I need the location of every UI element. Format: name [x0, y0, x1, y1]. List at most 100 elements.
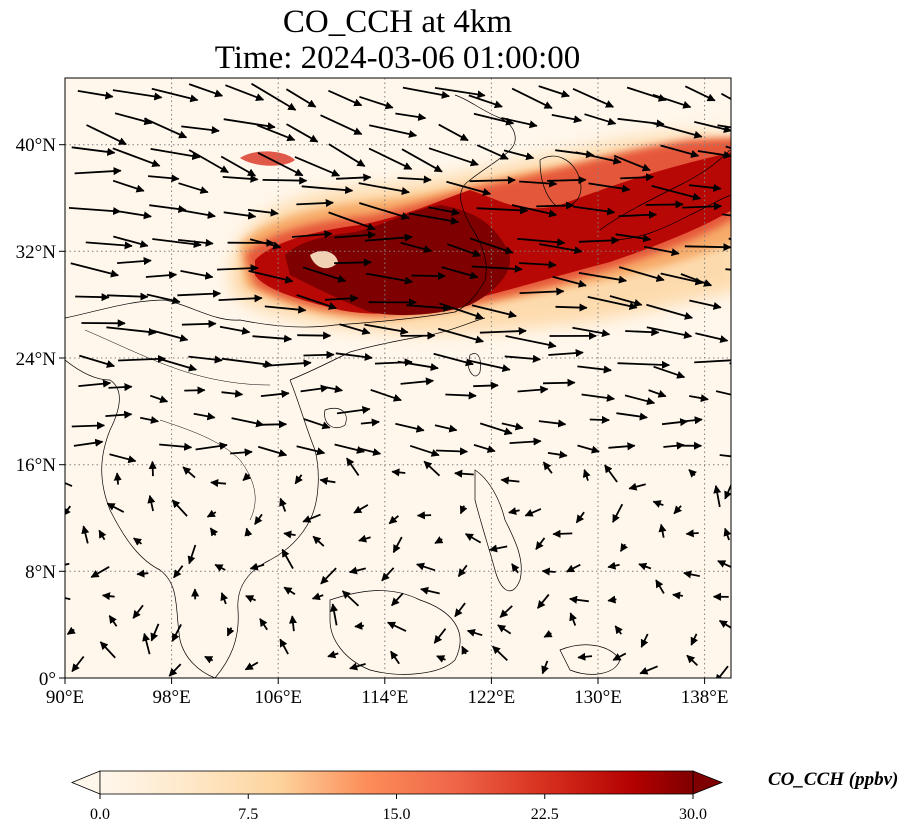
wind-arrow — [518, 260, 557, 269]
wind-arrow — [136, 569, 149, 578]
wind-arrow — [615, 233, 652, 243]
wind-arrow — [660, 272, 704, 286]
wind-arrow — [143, 117, 188, 139]
wind-arrow — [729, 362, 731, 365]
wind-arrow — [577, 444, 600, 454]
wind-arrow — [70, 262, 119, 278]
wind-arrow — [613, 154, 651, 172]
wind-arrow — [296, 294, 337, 310]
wind-arrow — [416, 562, 436, 572]
wind-arrow — [335, 352, 373, 361]
colorbar-min-extend — [70, 770, 101, 795]
wind-arrow — [218, 294, 263, 303]
wind-arrow — [353, 504, 369, 514]
wind-arrow — [538, 419, 567, 428]
wind-arrow — [359, 202, 410, 220]
wind-arrow — [497, 624, 512, 635]
wind-arrow — [248, 270, 294, 284]
wind-arrow — [348, 566, 367, 575]
wind-arrow — [180, 270, 214, 280]
wind-arrow — [254, 513, 263, 525]
wind-arrow — [181, 125, 220, 135]
wind-arrow — [694, 359, 731, 364]
lon-tick-label: 98°E — [152, 687, 190, 708]
wind-arrow — [409, 444, 440, 457]
wind-arrow — [466, 628, 483, 637]
wind-arrow — [159, 442, 193, 451]
wind-arrow — [652, 93, 692, 109]
wind-arrow — [210, 478, 227, 488]
wind-arrow — [178, 238, 214, 247]
wind-arrow — [581, 393, 616, 402]
wind-arrow — [74, 167, 122, 176]
wind-arrow — [684, 85, 716, 102]
wind-arrow — [511, 204, 558, 218]
colorbar-tick-label: 15.0 — [383, 806, 411, 823]
wind-arrow — [177, 289, 222, 298]
wind-vectors — [65, 82, 731, 678]
wind-arrow — [401, 148, 443, 173]
wind-arrow — [334, 258, 373, 267]
wind-arrow — [339, 323, 371, 335]
wind-arrow — [720, 92, 731, 100]
wind-arrow — [187, 544, 197, 565]
wind-arrow — [112, 89, 163, 101]
wind-arrow — [300, 384, 329, 393]
wind-arrow — [225, 84, 265, 101]
wind-arrow — [297, 331, 332, 340]
wind-arrow — [65, 505, 72, 517]
wind-arrow — [391, 592, 404, 607]
wind-arrow — [584, 113, 617, 126]
wind-arrow — [504, 354, 542, 363]
wind-arrow — [312, 535, 325, 547]
map-title-line1: CO_CCH at 4km — [282, 4, 513, 40]
wind-arrow — [220, 592, 229, 605]
wind-arrow — [381, 567, 395, 582]
wind-arrow — [147, 494, 156, 512]
wind-arrow — [519, 179, 558, 188]
lon-axis: 90°E 98°E 106°E 114°E 122°E 130°E 138°E — [46, 678, 728, 708]
wind-arrow — [390, 650, 400, 665]
wind-arrow — [652, 122, 703, 139]
wind-arrow — [262, 176, 308, 185]
wind-arrow — [346, 457, 360, 477]
wind-arrow — [402, 86, 450, 99]
wind-arrow — [441, 266, 479, 280]
wind-arrow — [479, 327, 527, 336]
wind-arrow — [108, 615, 118, 627]
wind-arrow — [663, 441, 685, 450]
wind-arrow — [106, 326, 157, 336]
wind-arrow — [279, 638, 289, 655]
wind-arrow — [645, 200, 684, 209]
wind-arrow — [643, 245, 680, 257]
lat-axis: 0° 8°N 16°N 24°N 32°N 40°N — [16, 135, 65, 690]
wind-arrow — [364, 323, 409, 336]
wind-arrow — [589, 415, 610, 424]
wind-arrow — [285, 88, 317, 108]
wind-arrow — [439, 302, 484, 320]
wind-arrow — [256, 124, 296, 142]
wind-arrow — [358, 182, 410, 195]
wind-arrow — [552, 529, 573, 538]
wind-arrow — [428, 206, 460, 216]
wind-arrow — [688, 183, 722, 192]
wind-arrow — [434, 87, 486, 99]
wind-arrow — [471, 264, 523, 273]
wind-arrow — [541, 660, 549, 675]
wind-arrow — [468, 359, 511, 373]
wind-arrow — [572, 87, 615, 108]
wind-arrow — [364, 233, 413, 242]
wind-arrow — [145, 271, 178, 280]
wind-arrow — [718, 619, 731, 629]
wind-arrow — [133, 537, 143, 546]
lat-tick-label: 8°N — [25, 562, 56, 583]
wind-arrow — [152, 238, 202, 249]
wind-arrow — [188, 83, 224, 98]
wind-arrow — [303, 418, 331, 430]
wind-arrow — [517, 385, 549, 394]
wind-arrow — [217, 264, 259, 273]
wind-arrow — [349, 662, 366, 671]
wind-arrow — [150, 394, 169, 404]
wind-arrow — [548, 348, 584, 358]
wind-arrow — [65, 482, 73, 487]
